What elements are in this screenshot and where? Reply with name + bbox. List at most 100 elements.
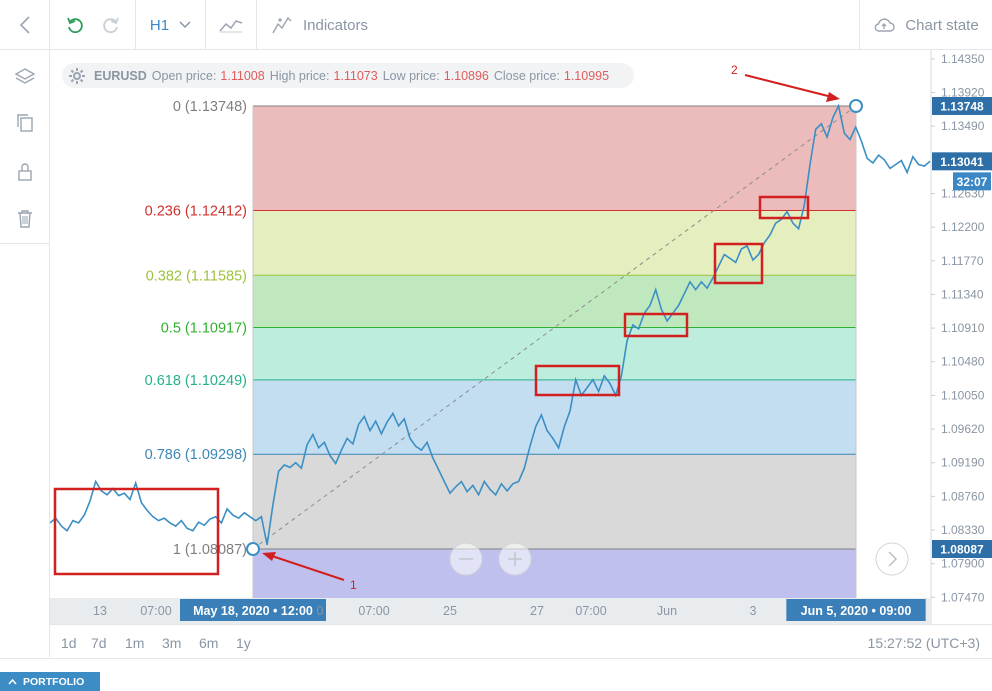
- y-tick-label: 1.09190: [941, 456, 985, 470]
- undo-icon: [66, 17, 83, 34]
- arrowhead-icon: [262, 552, 276, 561]
- y-badge-label: 1.13748: [940, 100, 984, 114]
- fib-zone: [253, 106, 856, 211]
- fib-level-label: 0.786 (1.09298): [145, 447, 247, 463]
- layers-icon: [14, 68, 36, 84]
- range-3m[interactable]: 3m: [162, 635, 182, 651]
- x-tick-label: 0: [317, 604, 324, 618]
- indicators-label: Indicators: [302, 16, 369, 34]
- trash-icon: [18, 210, 32, 228]
- clock: 15:27:52 (UTC+3): [867, 635, 980, 651]
- x-tick-label: 07:00: [358, 604, 389, 618]
- undo-redo-group: [50, 0, 136, 50]
- fib-level-label: 0.5 (1.10917): [161, 321, 247, 337]
- x-badge-label: May 18, 2020 • 12:00: [193, 604, 313, 618]
- fib-zone: [253, 549, 856, 598]
- price-chart[interactable]: 0 (1.13748) 0.236 (1.12412) 0.382 (1.11585…: [50, 50, 992, 624]
- chart-state-button[interactable]: Chart state: [859, 0, 992, 50]
- ohlc-info-bar: EURUSD Open price: 1.11008 High price: 1…: [62, 63, 634, 88]
- undo-button[interactable]: [65, 15, 85, 35]
- y-tick-label: 1.07900: [941, 557, 985, 571]
- timeframe-select[interactable]: H1: [136, 0, 206, 50]
- y-tick-label: 1.14350: [941, 52, 985, 66]
- indicators-icon: [272, 16, 292, 34]
- x-tick-label: 25: [443, 604, 457, 618]
- redo-icon: [102, 17, 119, 34]
- highlight-box: [623, 312, 689, 338]
- high-label: High price:: [269, 68, 330, 83]
- y-badge-label: 1.13041: [940, 155, 984, 169]
- highlight-box: [53, 487, 220, 576]
- status-bar: PORTFOLIO: [0, 658, 992, 691]
- fib-label-group: 0 (1.13748) 0.236 (1.12412) 0.382 (1.11585…: [145, 99, 247, 558]
- chevron-up-icon: [8, 679, 17, 685]
- range-bar: 1d 7d 1m 3m 6m 1y 15:27:52 (UTC+3): [50, 624, 992, 658]
- open-value: 1.11008: [220, 68, 265, 83]
- back-button[interactable]: [0, 0, 50, 50]
- scroll-to-latest-button[interactable]: [875, 542, 909, 576]
- x-tick-label: 07:00: [140, 604, 171, 618]
- fib-anchor-start[interactable]: [246, 542, 260, 556]
- plus-icon: [508, 552, 522, 566]
- fib-fill-group: [253, 106, 856, 598]
- portfolio-button[interactable]: PORTFOLIO: [0, 672, 100, 691]
- x-tick-label: Jun: [657, 604, 677, 618]
- open-label: Open price:: [151, 68, 217, 83]
- x-badge-label: Jun 5, 2020 • 09:00: [801, 604, 912, 618]
- lock-button[interactable]: [13, 160, 37, 184]
- x-tick-label: 13: [93, 604, 107, 618]
- y-tick-label: 1.10480: [941, 355, 985, 369]
- y-tick-label: 1.08760: [941, 489, 985, 503]
- copy-icon: [17, 114, 33, 132]
- copy-button[interactable]: [13, 111, 37, 135]
- y-tick-label: 1.11340: [941, 287, 984, 301]
- fib-zone: [253, 327, 856, 380]
- gear-icon[interactable]: [68, 67, 86, 85]
- annotation-label-2: 2: [731, 63, 738, 77]
- y-tick-label: 1.10050: [941, 388, 985, 402]
- y-axis-badges: 1.13748 1.13041 32:07 1.08087: [932, 97, 992, 558]
- range-7d[interactable]: 7d: [91, 635, 107, 651]
- chevron-down-icon: [179, 21, 191, 29]
- chevron-right-icon: [888, 551, 898, 567]
- fib-zone: [253, 210, 856, 276]
- range-1y[interactable]: 1y: [236, 635, 251, 651]
- fib-anchor-end[interactable]: [849, 99, 863, 113]
- delete-button[interactable]: [13, 207, 37, 231]
- symbol-label: EURUSD: [94, 68, 147, 83]
- highlight-box: [713, 242, 764, 285]
- annotation-arrow-1: [265, 553, 345, 581]
- redo-button[interactable]: [101, 15, 121, 35]
- fib-level-label: 0.618 (1.10249): [145, 373, 247, 389]
- y-price-badge: [953, 172, 991, 191]
- range-1d[interactable]: 1d: [61, 635, 77, 651]
- annotation-label-1: 1: [350, 578, 357, 592]
- y-badge-label: 32:07: [957, 175, 988, 189]
- fib-zone: [253, 275, 856, 328]
- top-toolbar: H1 Indicators Chart state: [0, 0, 992, 50]
- highlight-box: [758, 195, 810, 220]
- range-1m[interactable]: 1m: [125, 635, 145, 651]
- fib-level-label: 0.236 (1.12412): [145, 204, 247, 220]
- close-value: 1.10995: [563, 68, 610, 83]
- y-badge-label: 1.08087: [940, 543, 984, 557]
- fib-line-group: [252, 105, 857, 598]
- annotation-arrow-2: [744, 74, 833, 98]
- chevron-left-icon: [19, 16, 30, 34]
- y-tick-label: 1.11770: [941, 254, 984, 268]
- y-tick-label: 1.13490: [941, 119, 985, 133]
- chart-type-button[interactable]: [206, 0, 257, 50]
- range-6m[interactable]: 6m: [199, 635, 219, 651]
- y-price-badge: [932, 97, 992, 115]
- arrowhead-icon: [826, 92, 840, 102]
- fib-zone: [253, 379, 856, 455]
- fib-level-label: 0.382 (1.11585): [146, 268, 247, 284]
- y-price-badge: [932, 540, 992, 558]
- y-tick-label: 1.12200: [941, 220, 985, 234]
- fib-zone: [253, 454, 856, 549]
- line-chart-icon: [219, 20, 243, 33]
- highlight-box: [534, 364, 621, 397]
- x-tick-label: 3: [750, 604, 757, 618]
- indicators-button[interactable]: Indicators: [257, 0, 382, 50]
- layers-button[interactable]: [13, 64, 37, 88]
